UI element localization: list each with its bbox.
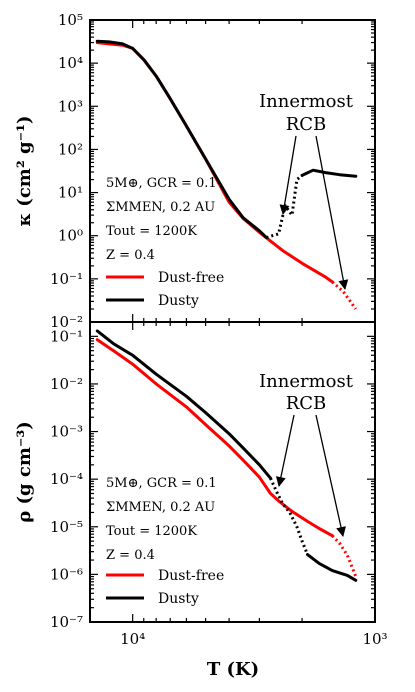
rho-info-line-3: Tout = 1200K bbox=[106, 524, 197, 539]
rho-x-tick-label: 10³ bbox=[362, 630, 387, 648]
kappa-panel: 10⁻² 10⁻¹ 10⁰ 10¹ 10² 10³ 10⁴ 10⁵ κ (cm² g⁻¹) 5… bbox=[14, 11, 376, 331]
kappa-legend: Dust-free Dusty bbox=[106, 270, 224, 309]
kappa-annotation-arrow-dust-free bbox=[315, 135, 349, 290]
kappa-info-line-3: Tout = 1200K bbox=[106, 224, 197, 239]
rho-dust-free-line-1 bbox=[95, 338, 334, 538]
rho-panel: 10⁴ 10³ 10⁻⁷ 10⁻⁶ 10⁻⁵ 10⁻⁴ 10⁻³ 10⁻² 10⁻¹ ρ (g… bbox=[14, 321, 388, 680]
kappa-dust-free-line-1 bbox=[95, 41, 334, 284]
kappa-y-tick-label: 10³ bbox=[58, 97, 83, 115]
rho-x-tick-label: 10⁴ bbox=[120, 630, 145, 648]
rho-legend-dusty-label: Dusty bbox=[158, 591, 199, 607]
kappa-y-tick-label: 10⁰ bbox=[58, 227, 83, 245]
kappa-info-box: 5M⊕, GCR = 0.1 ΣMMEN, 0.2 AU Tout = 1200… bbox=[106, 176, 217, 263]
rho-x-ticks: 10⁴ 10³ bbox=[120, 322, 388, 648]
rho-plot-frame bbox=[89, 321, 376, 623]
rho-x-axis-title: T (K) bbox=[207, 659, 259, 680]
rho-y-tick-label: 10⁻⁴ bbox=[50, 470, 83, 488]
kappa-y-axis-title: κ (cm² g⁻¹) bbox=[14, 116, 35, 227]
kappa-legend-dust-free-label: Dust-free bbox=[158, 270, 224, 286]
kappa-y-tick-label: 10⁻² bbox=[50, 313, 83, 331]
rho-y-tick-label: 10⁻¹ bbox=[50, 327, 83, 345]
rho-dust-free-line-2 bbox=[331, 534, 358, 578]
rho-legend-dust-free-label: Dust-free bbox=[158, 568, 224, 584]
kappa-info-line-1: 5M⊕, GCR = 0.1 bbox=[106, 176, 217, 191]
rho-y-ticks: 10⁻⁷ 10⁻⁶ 10⁻⁵ 10⁻⁴ 10⁻³ 10⁻² 10⁻¹ bbox=[50, 321, 375, 631]
kappa-dusty-line-3 bbox=[300, 168, 358, 178]
rho-dusty-line-3 bbox=[306, 553, 358, 582]
rho-y-tick-label: 10⁻⁵ bbox=[50, 518, 83, 536]
rho-annotation: Innermost RCB bbox=[259, 371, 354, 537]
kappa-legend-dusty-label: Dusty bbox=[158, 293, 199, 309]
rho-info-line-4: Z = 0.4 bbox=[106, 548, 155, 563]
kappa-y-ticks: 10⁻² 10⁻¹ 10⁰ 10¹ 10² 10³ 10⁴ 10⁵ bbox=[50, 11, 375, 331]
rho-info-line-1: 5M⊕, GCR = 0.1 bbox=[106, 476, 217, 491]
kappa-y-tick-label: 10² bbox=[58, 140, 83, 158]
rho-annotation-arrow-dusty bbox=[275, 414, 295, 487]
kappa-y-tick-label: 10¹ bbox=[58, 184, 83, 202]
rho-y-axis-title: ρ (g cm⁻³) bbox=[14, 421, 35, 523]
rho-legend: Dust-free Dusty bbox=[106, 568, 224, 607]
rho-y-tick-label: 10⁻³ bbox=[50, 423, 83, 441]
kappa-info-line-4: Z = 0.4 bbox=[106, 248, 155, 263]
kappa-annotation-line-2: RCB bbox=[286, 114, 327, 135]
kappa-info-line-2: ΣMMEN, 0.2 AU bbox=[106, 200, 215, 215]
rho-curves bbox=[95, 329, 358, 582]
rho-dusty-line-2 bbox=[269, 477, 309, 556]
rho-annotation-line-2: RCB bbox=[286, 393, 327, 414]
kappa-annotation-arrow-dusty bbox=[279, 135, 297, 215]
rho-y-tick-label: 10⁻⁶ bbox=[50, 565, 83, 583]
kappa-annotation-line-1: Innermost bbox=[259, 91, 354, 112]
rho-info-box: 5M⊕, GCR = 0.1 ΣMMEN, 0.2 AU Tout = 1200… bbox=[106, 476, 217, 563]
rho-dusty-line-1 bbox=[95, 329, 272, 480]
kappa-dusty-line-1 bbox=[95, 39, 269, 240]
kappa-y-tick-label: 10⁵ bbox=[58, 11, 83, 29]
kappa-y-tick-label: 10⁻¹ bbox=[50, 270, 83, 288]
rho-y-tick-label: 10⁻² bbox=[50, 375, 83, 393]
rho-annotation-line-1: Innermost bbox=[259, 371, 354, 392]
kappa-y-tick-label: 10⁴ bbox=[58, 54, 83, 72]
rho-info-line-2: ΣMMEN, 0.2 AU bbox=[106, 500, 215, 515]
rho-annotation-arrow-dust-free bbox=[315, 414, 346, 537]
kappa-annotation: Innermost RCB bbox=[259, 91, 354, 290]
rho-y-tick-label: 10⁻⁷ bbox=[50, 613, 83, 631]
